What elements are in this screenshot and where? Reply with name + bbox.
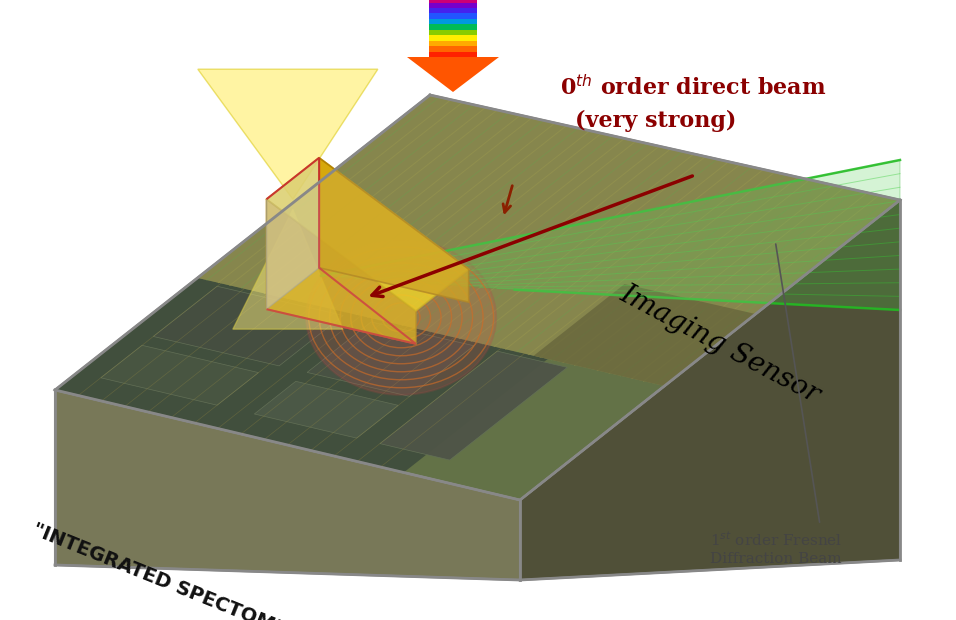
- Bar: [429, 40, 477, 46]
- Polygon shape: [198, 95, 900, 386]
- Polygon shape: [55, 278, 548, 472]
- Bar: [429, 24, 477, 30]
- Bar: [429, 13, 477, 19]
- Polygon shape: [153, 286, 343, 366]
- Polygon shape: [100, 345, 258, 405]
- Bar: [429, 30, 477, 35]
- Bar: [429, 2, 477, 8]
- Text: (very strong): (very strong): [575, 110, 736, 132]
- Bar: [429, 0, 477, 3]
- Text: "INTEGRATED SPECTOMETER CHIP": "INTEGRATED SPECTOMETER CHIP": [30, 520, 393, 620]
- Polygon shape: [407, 57, 499, 92]
- Polygon shape: [380, 351, 567, 460]
- Polygon shape: [267, 157, 319, 309]
- Bar: [429, 7, 477, 13]
- Polygon shape: [307, 322, 474, 396]
- Polygon shape: [267, 157, 468, 311]
- Ellipse shape: [306, 240, 496, 395]
- Polygon shape: [267, 199, 416, 344]
- Polygon shape: [55, 95, 900, 500]
- Polygon shape: [198, 69, 378, 199]
- Text: Diffraction Beam: Diffraction Beam: [710, 552, 841, 566]
- Text: 0$^{th}$ order direct beam: 0$^{th}$ order direct beam: [560, 75, 827, 100]
- Polygon shape: [55, 95, 900, 500]
- Text: 1$^{st}$ order Fresnel: 1$^{st}$ order Fresnel: [710, 530, 842, 549]
- Polygon shape: [520, 200, 900, 580]
- Bar: [429, 35, 477, 41]
- Polygon shape: [254, 381, 399, 438]
- Polygon shape: [319, 157, 468, 302]
- Text: Imaging Sensor: Imaging Sensor: [615, 280, 824, 409]
- Bar: [429, 51, 477, 57]
- Polygon shape: [533, 284, 755, 386]
- Bar: [429, 46, 477, 52]
- Polygon shape: [321, 160, 900, 310]
- Polygon shape: [55, 390, 520, 580]
- Bar: [429, 19, 477, 24]
- Polygon shape: [233, 209, 343, 329]
